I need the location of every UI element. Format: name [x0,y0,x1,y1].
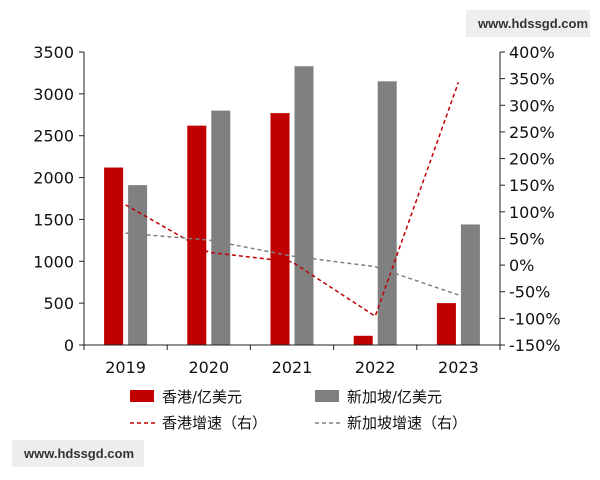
right-axis-tick-label: -150% [509,336,561,355]
left-axis-tick-label: 2500 [33,127,74,146]
right-axis-tick-label: -50% [509,283,550,302]
bar-singapore-2020 [211,110,231,345]
bar-hongkong-2022 [353,335,373,345]
x-axis-category-label: 2020 [188,358,229,377]
right-axis-tick-label: 300% [509,96,555,115]
x-axis-category-label: 2022 [355,358,396,377]
bar-hongkong-2021 [270,113,290,346]
right-axis-tick-label: 250% [509,123,555,142]
line-singapore-growth [125,232,459,296]
right-axis-tick-label: 0% [509,256,534,275]
bar-singapore-2019 [128,185,148,345]
right-axis-tick-label: 200% [509,150,555,169]
bar-singapore-2023 [460,224,480,345]
legend-hongkong-growth-label: 香港增速（右） [162,414,267,432]
right-axis-tick-label: 100% [509,203,555,222]
legend-hongkong-bar-label: 香港/亿美元 [162,388,242,406]
legend-hongkong-bar-swatch [130,390,154,402]
line-hongkong-growth [125,82,460,318]
bar-layer [104,66,480,346]
bar-hongkong-2023 [436,303,456,345]
left-axis-tick-label: 1500 [33,210,74,229]
axes-layer: 0 500 1000 1500 2000 2500 3000 3500 -150% -100% -5… [33,43,560,377]
watermark-top: www.hdssgd.com [466,10,590,37]
right-axis-tick-label: -100% [509,309,561,328]
left-axis-tick-label: 3000 [33,85,74,104]
bar-hongkong-2020 [187,125,207,345]
left-axis-tick-label: 0 [64,336,74,355]
left-axis-tick-label: 3500 [33,43,74,62]
bar-hongkong-2019 [104,167,124,345]
bar-singapore-2022 [377,81,397,346]
legend-singapore-growth-label: 新加坡增速（右） [347,414,467,432]
x-axis-category-label: 2023 [438,358,479,377]
x-axis-category-label: 2021 [272,358,313,377]
left-axis-tick-label: 1000 [33,252,74,271]
x-axis-category-label: 2019 [105,358,146,377]
legend-singapore-bar-label: 新加坡/亿美元 [347,388,442,406]
left-axis-tick-label: 500 [43,294,74,313]
watermark-bottom: www.hdssgd.com [12,440,144,467]
left-axis-tick-label: 2000 [33,169,74,188]
bar-singapore-2021 [294,66,314,345]
legend-singapore-bar-swatch [315,390,339,402]
right-axis-tick-label: 400% [509,43,555,62]
right-axis-tick-label: 350% [509,70,555,89]
right-axis-tick-label: 50% [509,229,545,248]
right-axis-tick-label: 150% [509,176,555,195]
line-layer [125,82,460,318]
